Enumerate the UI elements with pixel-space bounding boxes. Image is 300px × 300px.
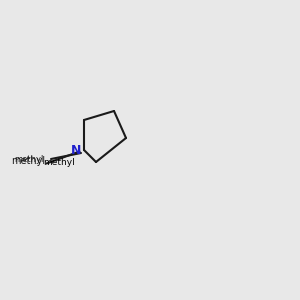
Text: methyl: methyl [14, 154, 44, 164]
Text: methyl: methyl [44, 158, 75, 167]
Text: N: N [71, 143, 82, 157]
Text: methyl: methyl [11, 155, 45, 166]
